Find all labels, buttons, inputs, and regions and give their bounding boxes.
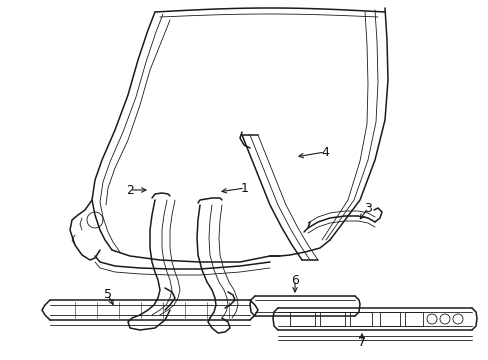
Text: 3: 3 (364, 202, 371, 215)
Bar (379, 312, 399, 326)
Bar (289, 312, 314, 326)
Circle shape (452, 314, 462, 324)
Bar (349, 312, 371, 326)
Bar (404, 312, 422, 326)
Circle shape (426, 314, 436, 324)
Text: 7: 7 (357, 336, 365, 348)
Bar (319, 312, 345, 326)
Circle shape (439, 314, 449, 324)
Text: 5: 5 (104, 288, 112, 302)
Text: 6: 6 (290, 274, 298, 287)
Text: 4: 4 (321, 145, 328, 158)
Text: 2: 2 (126, 184, 134, 197)
Text: 1: 1 (241, 181, 248, 194)
